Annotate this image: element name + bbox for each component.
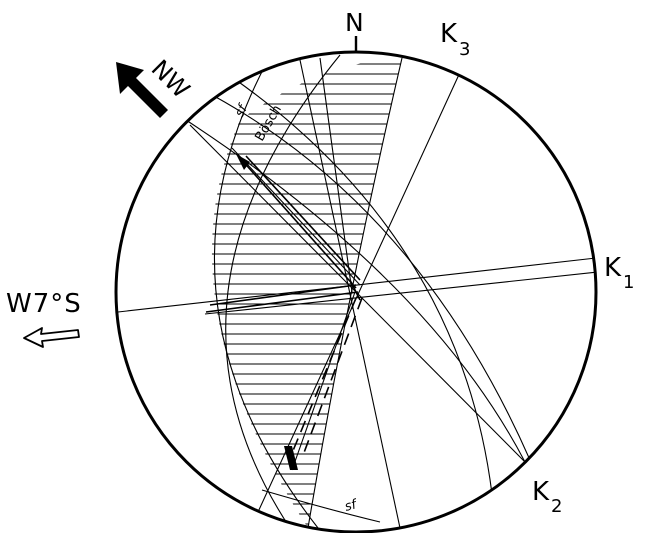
bold-line-upper: [239, 157, 357, 289]
direction-label: W7°S: [6, 289, 82, 319]
sf-label-bottom: sf: [343, 497, 360, 515]
north-label: N: [345, 8, 364, 37]
trace-line-4: [204, 271, 596, 315]
k3-label: K 3: [440, 19, 470, 60]
dashed-line-1: [289, 297, 357, 459]
dashed-line-2: [301, 297, 363, 459]
inner-arrow-lower: [284, 446, 298, 470]
great-circle-arc-sf-bottom: [261, 489, 381, 523]
trace-line-3: [117, 257, 596, 313]
k3-label-main: K: [440, 19, 458, 49]
trace-line-6: [231, 147, 361, 286]
great-circle-arc-k2: [185, 119, 526, 463]
bold-line-upper-2: [245, 155, 361, 281]
inner-arrow-upper: [236, 154, 250, 170]
trace-line-7: [319, 57, 353, 293]
trace-line-1: [299, 59, 401, 529]
great-circle-arc-1: [213, 59, 319, 529]
k1-label-sub: 1: [623, 272, 634, 293]
w7s-hollow-arrow-icon: [23, 327, 80, 348]
nw-arrow-icon: [116, 62, 168, 118]
trace-line-2: [257, 67, 463, 513]
k2-label-main: K: [532, 477, 550, 507]
k1-label-main: K: [604, 253, 622, 283]
k2-label-sub: 2: [551, 496, 562, 517]
great-circle-arc-sf-top: [235, 79, 493, 495]
k1-label: K 1: [604, 253, 634, 293]
bold-line-centre-tie: [349, 279, 361, 301]
k2-label: K 2: [532, 477, 562, 517]
great-circle-arc-2: [225, 54, 341, 529]
great-circle-arc-bosch: [213, 95, 531, 461]
k3-label-sub: 3: [459, 39, 470, 60]
bold-line-west: [205, 291, 359, 313]
bold-line-west-2: [209, 284, 357, 306]
stereonet-lines: [117, 54, 596, 529]
trace-line-8: [291, 291, 356, 471]
